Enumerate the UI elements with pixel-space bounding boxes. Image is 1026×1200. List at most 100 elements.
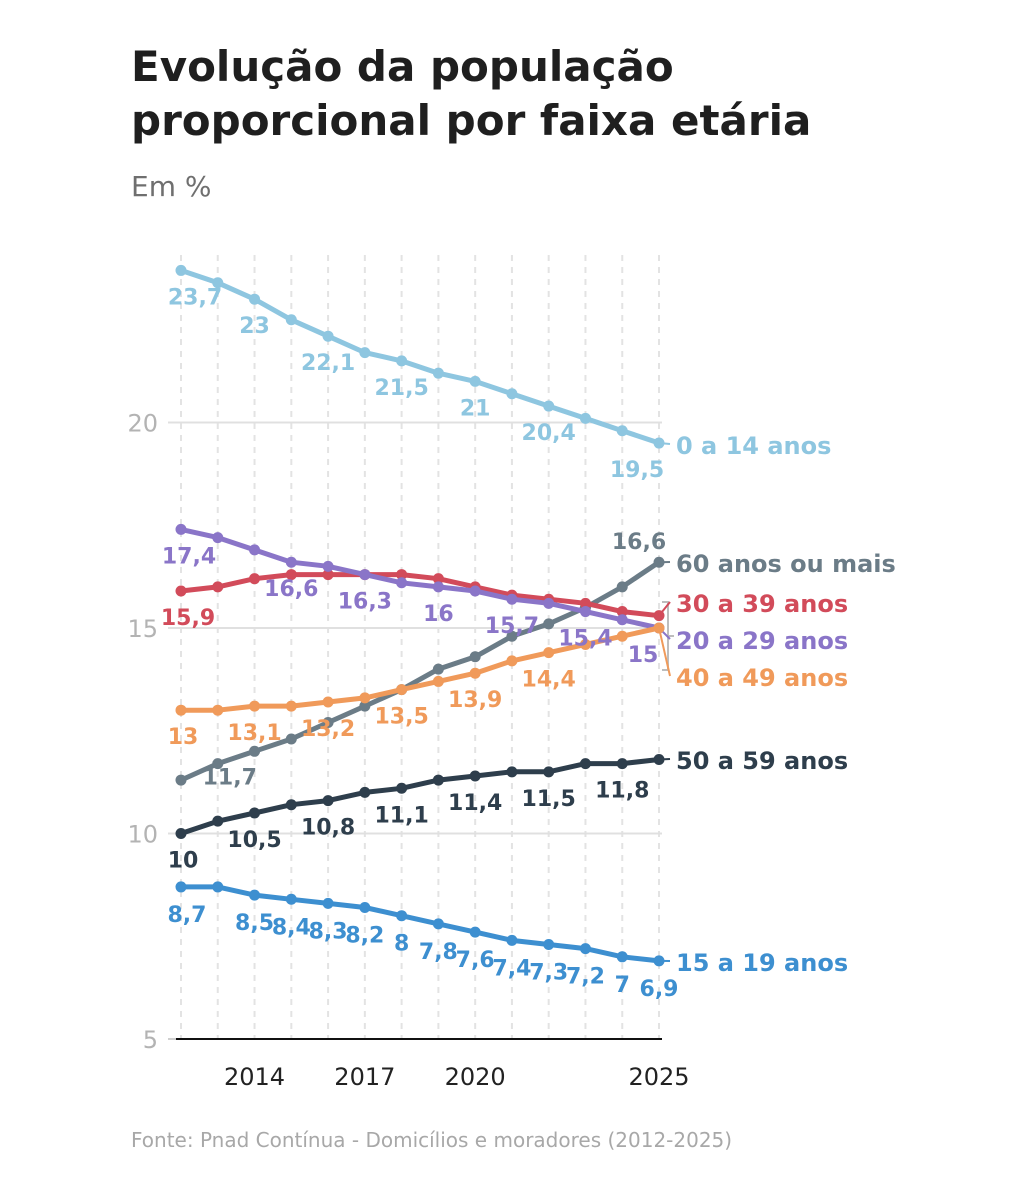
data-point	[506, 655, 518, 667]
data-label: 16,6	[612, 530, 666, 555]
data-point	[396, 782, 408, 794]
data-label: 16	[423, 602, 454, 627]
data-point	[396, 569, 408, 581]
chart-subtitle: Em %	[131, 170, 212, 203]
data-label: 11,4	[448, 791, 502, 816]
y-tick-label: 20	[127, 410, 158, 438]
axes: 5 10 15 20 2014 2017 2020 2025	[127, 410, 689, 1092]
data-point	[249, 293, 261, 305]
end-label-connector	[658, 758, 671, 761]
data-point	[616, 951, 628, 963]
data-label: 10,5	[227, 828, 281, 853]
data-point	[285, 700, 297, 712]
chart-title: Evolução da população proporcional por f…	[131, 42, 812, 145]
data-label: 22,1	[301, 351, 355, 376]
data-label: 7,2	[566, 965, 605, 990]
data-point	[469, 667, 481, 679]
series-line	[178, 884, 662, 964]
data-label: 10	[168, 849, 199, 874]
series-line	[178, 625, 662, 713]
series-line	[178, 572, 662, 619]
data-point	[579, 943, 591, 955]
end-label-connector	[658, 601, 671, 617]
data-label: 15,7	[485, 614, 539, 639]
data-point	[322, 569, 334, 581]
data-label: 11,8	[595, 779, 649, 804]
data-point	[469, 770, 481, 782]
data-point	[322, 717, 334, 729]
data-point	[212, 758, 224, 770]
series-end-label: 15 a 19 anos	[676, 949, 848, 977]
data-point	[616, 758, 628, 770]
data-point	[616, 581, 628, 593]
data-point	[359, 347, 371, 359]
data-point	[249, 544, 261, 556]
series-end-label: 40 a 49 anos	[676, 664, 848, 692]
source-note: Fonte: Pnad Contínua - Domicílios e mora…	[131, 1128, 733, 1152]
data-point	[616, 614, 628, 626]
data-point	[432, 367, 444, 379]
data-point	[469, 585, 481, 597]
y-tick-label: 10	[127, 821, 158, 849]
data-label: 15	[628, 643, 659, 668]
data-point	[616, 606, 628, 618]
data-point	[212, 704, 224, 716]
data-point	[469, 375, 481, 387]
data-point	[543, 938, 555, 950]
data-point	[175, 774, 187, 786]
data-point	[506, 388, 518, 400]
data-label: 15,9	[161, 606, 215, 631]
series-line	[178, 267, 662, 446]
data-label: 13,2	[301, 717, 355, 742]
data-point	[396, 684, 408, 696]
data-point	[432, 573, 444, 585]
data-point	[322, 795, 334, 807]
data-point	[212, 581, 224, 593]
data-label: 11,1	[374, 803, 428, 828]
series-line	[178, 757, 662, 836]
data-point	[396, 355, 408, 367]
data-label: 23	[239, 314, 270, 339]
data-point	[579, 758, 591, 770]
data-point	[359, 692, 371, 704]
series-end-label: 50 a 59 anos	[676, 747, 848, 775]
series-end-label: 20 a 29 anos	[676, 627, 848, 655]
data-point	[469, 926, 481, 938]
y-tick-label: 15	[127, 615, 158, 643]
data-point	[579, 597, 591, 609]
data-point	[285, 893, 297, 905]
data-point	[543, 400, 555, 412]
data-point	[249, 745, 261, 757]
series-group	[175, 264, 671, 967]
data-point	[285, 799, 297, 811]
labels-group: 0 a 14 anos 60 anos ou mais 30 a 39 anos 20…	[161, 285, 896, 1001]
data-point	[579, 606, 591, 618]
data-point	[506, 593, 518, 605]
data-label: 13,9	[448, 688, 502, 713]
data-label: 14,4	[522, 668, 576, 693]
data-point	[212, 532, 224, 544]
data-label: 17,4	[162, 544, 216, 569]
data-point	[322, 560, 334, 572]
data-point	[175, 828, 187, 839]
data-point	[543, 618, 555, 630]
data-point	[212, 881, 224, 893]
data-label: 7,4	[492, 956, 531, 981]
data-label: 8	[394, 932, 409, 957]
data-point	[249, 700, 261, 712]
y-tick-label: 5	[143, 1026, 158, 1054]
data-label: 20,4	[522, 421, 576, 446]
data-label: 8,7	[168, 903, 207, 928]
data-point	[212, 815, 224, 827]
data-label: 8,3	[309, 919, 348, 944]
data-label: 13,1	[227, 721, 281, 746]
data-label: 8,5	[235, 911, 274, 936]
data-label: 6,9	[640, 977, 679, 1002]
data-label: 13	[168, 725, 199, 750]
data-label: 10,8	[301, 816, 355, 841]
data-label: 21	[460, 396, 491, 421]
data-point	[322, 897, 334, 909]
data-point	[506, 630, 518, 642]
series-line	[178, 526, 662, 631]
data-point	[175, 585, 187, 597]
